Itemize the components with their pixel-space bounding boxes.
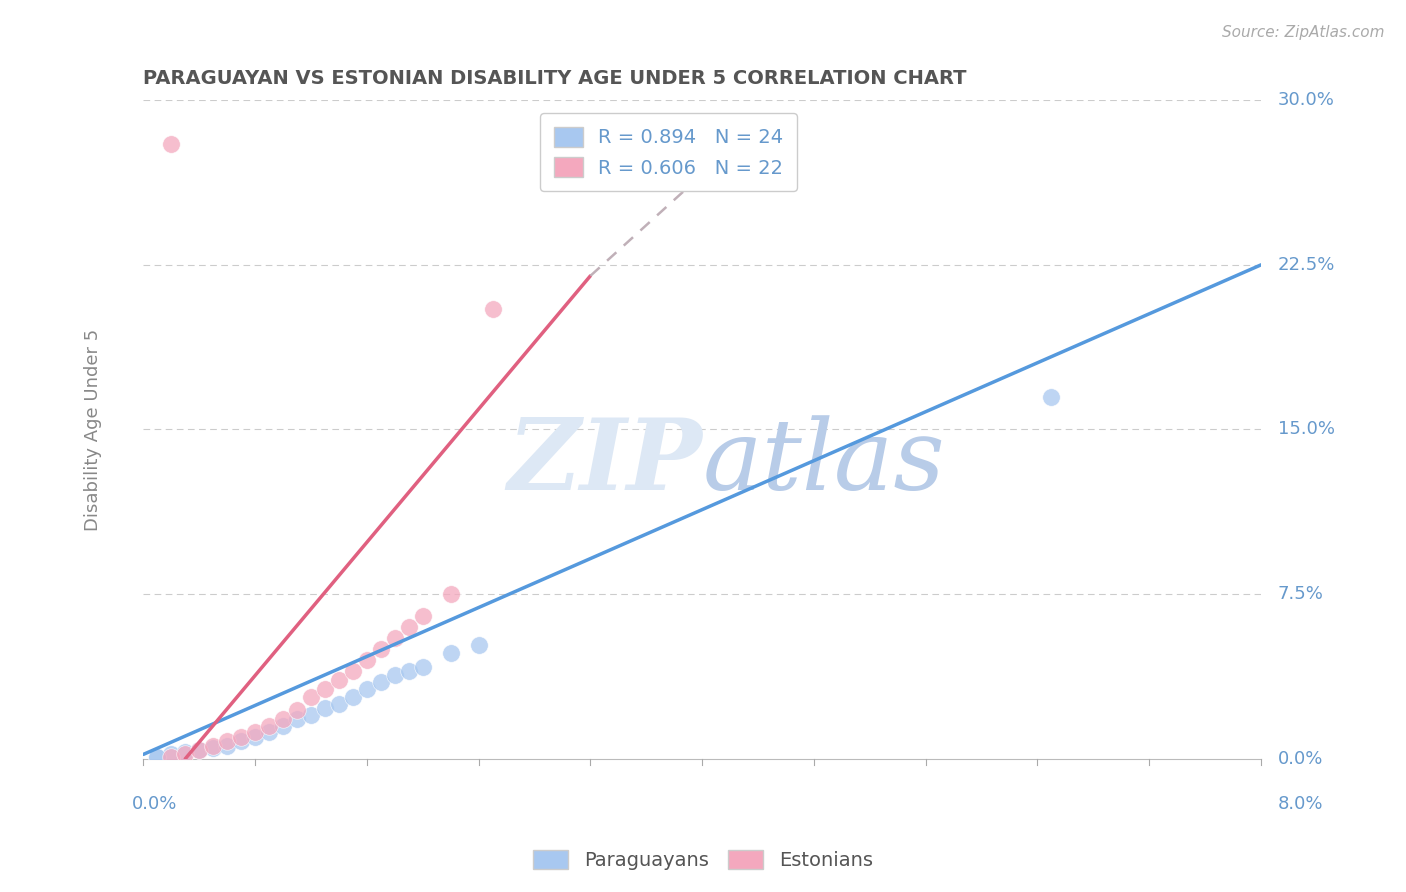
Point [481, 301, 503, 316]
Point [231, 734, 253, 748]
Text: ZIP: ZIP [508, 414, 702, 510]
Point [356, 653, 378, 667]
Point [188, 743, 211, 757]
Point [160, 749, 183, 764]
Point [257, 719, 280, 733]
Text: Disability Age Under 5: Disability Age Under 5 [84, 328, 103, 531]
Point [356, 681, 378, 696]
Point [188, 743, 211, 757]
Point [314, 681, 336, 696]
Point [370, 642, 392, 657]
Text: 8.0%: 8.0% [1278, 795, 1323, 813]
Point [299, 690, 322, 705]
Point [271, 719, 294, 733]
Point [328, 697, 350, 711]
Legend: R = 0.894   N = 24, R = 0.606   N = 22: R = 0.894 N = 24, R = 0.606 N = 22 [540, 113, 797, 191]
Point [342, 690, 364, 705]
Point [257, 725, 280, 739]
Point [1040, 390, 1063, 404]
Point [243, 730, 266, 744]
Point [342, 664, 364, 678]
Text: 0.0%: 0.0% [132, 795, 177, 813]
Point [231, 730, 253, 744]
Point [243, 725, 266, 739]
Point [398, 664, 420, 678]
Point [217, 734, 239, 748]
Point [285, 712, 308, 726]
Text: 0.0%: 0.0% [1278, 750, 1323, 768]
Point [440, 647, 463, 661]
Point [299, 707, 322, 722]
Point [174, 745, 197, 759]
Text: PARAGUAYAN VS ESTONIAN DISABILITY AGE UNDER 5 CORRELATION CHART: PARAGUAYAN VS ESTONIAN DISABILITY AGE UN… [143, 69, 967, 87]
Text: 15.0%: 15.0% [1278, 420, 1334, 439]
Point [285, 704, 308, 718]
Point [160, 747, 183, 762]
Point [202, 739, 225, 753]
Point [146, 749, 169, 764]
Point [217, 739, 239, 753]
Point [328, 673, 350, 687]
Text: atlas: atlas [702, 415, 945, 510]
Point [440, 587, 463, 601]
Text: Source: ZipAtlas.com: Source: ZipAtlas.com [1222, 25, 1385, 40]
Point [271, 712, 294, 726]
Text: 22.5%: 22.5% [1278, 256, 1336, 274]
Point [384, 668, 406, 682]
Point [412, 609, 434, 624]
Point [202, 740, 225, 755]
Point [370, 675, 392, 690]
Point [398, 620, 420, 634]
Point [384, 631, 406, 645]
Text: 30.0%: 30.0% [1278, 91, 1334, 109]
Point [467, 638, 489, 652]
Point [412, 659, 434, 673]
Point [174, 747, 197, 762]
Point [314, 701, 336, 715]
Legend: Paraguayans, Estonians: Paraguayans, Estonians [526, 842, 880, 878]
Point [146, 749, 169, 764]
Text: 7.5%: 7.5% [1278, 585, 1323, 603]
Point [160, 137, 183, 152]
